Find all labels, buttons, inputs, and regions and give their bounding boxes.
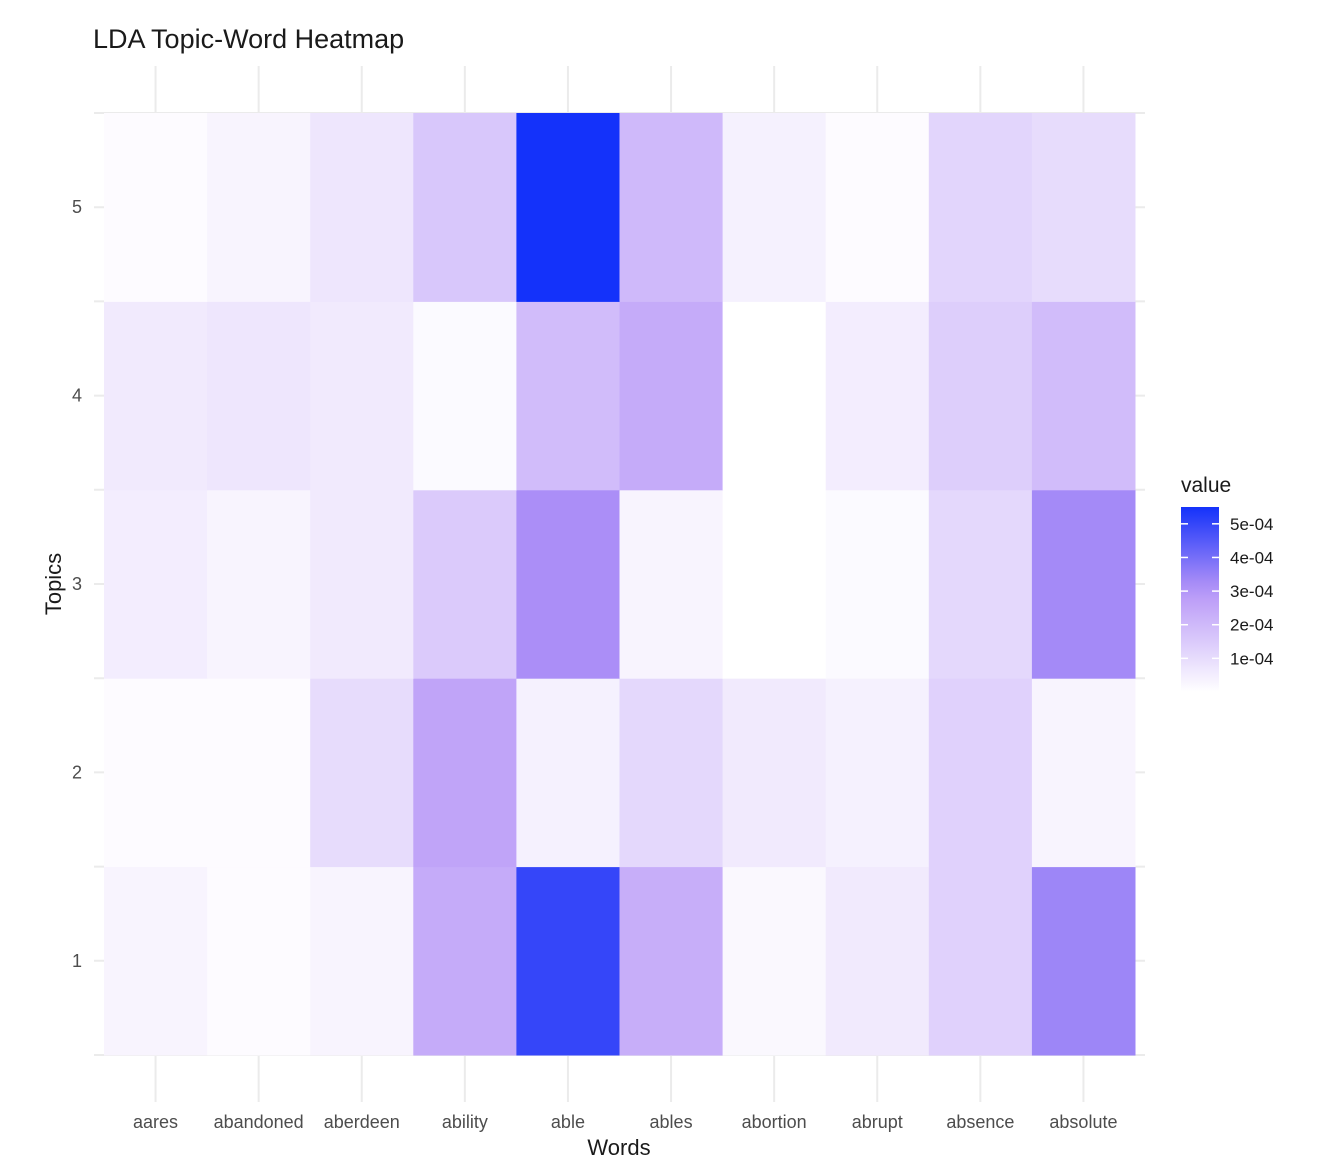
heatmap-cell-absolute-topic-3 — [1031, 489, 1136, 679]
heatmap-cell-abortion-topic-1 — [722, 866, 827, 1056]
y-tick-label: 4 — [72, 386, 82, 406]
heatmap-cell-abandoned-topic-4 — [207, 301, 311, 491]
x-tick-label: able — [551, 1112, 585, 1132]
legend-colorbar — [1181, 507, 1219, 692]
heatmap-cell-able-topic-2 — [516, 678, 620, 868]
heatmap-cell-abortion-topic-2 — [722, 678, 827, 868]
heatmap-cell-aberdeen-topic-4 — [310, 301, 414, 491]
heatmap-cell-able-topic-5 — [516, 113, 620, 302]
y-tick-label: 5 — [72, 197, 82, 217]
heatmap-cell-abandoned-topic-5 — [207, 113, 311, 302]
x-tick-label: abrupt — [852, 1112, 903, 1132]
heatmap-cell-aares-topic-1 — [104, 866, 208, 1056]
heatmap-cell-ability-topic-1 — [413, 866, 517, 1056]
heatmap-cell-abortion-topic-4 — [722, 301, 827, 491]
heatmap-cell-ability-topic-3 — [413, 489, 517, 679]
y-tick-label: 2 — [72, 762, 82, 782]
heatmap-cell-abrupt-topic-4 — [825, 301, 930, 491]
heatmap-cell-aares-topic-3 — [104, 489, 208, 679]
heatmap-cell-abandoned-topic-3 — [207, 489, 311, 679]
heatmap-cell-ables-topic-2 — [619, 678, 724, 868]
heatmap-cell-ability-topic-5 — [413, 113, 517, 302]
heatmap-cell-ability-topic-2 — [413, 678, 517, 868]
x-tick-label: ables — [650, 1112, 693, 1132]
heatmap-cell-abortion-topic-3 — [722, 489, 827, 679]
heatmap-cell-abandoned-topic-1 — [207, 866, 311, 1056]
heatmap-cell-absence-topic-5 — [928, 113, 1033, 302]
heatmap-cell-able-topic-4 — [516, 301, 620, 491]
heatmap-cells — [104, 113, 1136, 1056]
x-tick-label: abandoned — [214, 1112, 304, 1132]
x-tick-label: aares — [133, 1112, 178, 1132]
y-tick-label: 1 — [72, 951, 82, 971]
legend-label: 5e-04 — [1230, 515, 1273, 534]
x-tick-label: absolute — [1049, 1112, 1117, 1132]
heatmap-cell-aberdeen-topic-3 — [310, 489, 414, 679]
heatmap-cell-abrupt-topic-3 — [825, 489, 930, 679]
x-axis-title: Words — [587, 1135, 650, 1160]
heatmap-cell-aberdeen-topic-2 — [310, 678, 414, 868]
y-tick-label: 3 — [72, 574, 82, 594]
heatmap-cell-able-topic-1 — [516, 866, 620, 1056]
color-legend: value 5e-04 4e-04 3e-04 2e-04 1e-04 — [1181, 474, 1273, 692]
legend-title: value — [1181, 474, 1231, 497]
heatmap-cell-abrupt-topic-1 — [825, 866, 930, 1056]
heatmap-cell-absolute-topic-4 — [1031, 301, 1136, 491]
heatmap-cell-absence-topic-4 — [928, 301, 1033, 491]
legend-label: 4e-04 — [1230, 548, 1273, 567]
x-tick-label: aberdeen — [324, 1112, 400, 1132]
heatmap-cell-abrupt-topic-5 — [825, 113, 930, 302]
heatmap-cell-ables-topic-3 — [619, 489, 724, 679]
heatmap-cell-ables-topic-4 — [619, 301, 724, 491]
y-axis-title: Topics — [41, 553, 66, 615]
heatmap-cell-aberdeen-topic-1 — [310, 866, 414, 1056]
heatmap-cell-abandoned-topic-2 — [207, 678, 311, 868]
y-axis-ticks: 1 2 3 4 5 — [72, 197, 82, 971]
chart-title: LDA Topic-Word Heatmap — [93, 24, 404, 54]
legend-label: 1e-04 — [1230, 649, 1273, 668]
heatmap-cell-absolute-topic-1 — [1031, 866, 1136, 1056]
heatmap-cell-absolute-topic-5 — [1031, 113, 1136, 302]
heatmap-cell-aares-topic-5 — [104, 113, 208, 302]
heatmap-cell-aberdeen-topic-5 — [310, 113, 414, 302]
heatmap-cell-ability-topic-4 — [413, 301, 517, 491]
x-tick-label: absence — [946, 1112, 1014, 1132]
heatmap-cell-abortion-topic-5 — [722, 113, 827, 302]
x-tick-label: ability — [442, 1112, 488, 1132]
heatmap-cell-absolute-topic-2 — [1031, 678, 1136, 868]
heatmap-cell-ables-topic-1 — [619, 866, 724, 1056]
heatmap-cell-absence-topic-3 — [928, 489, 1033, 679]
heatmap-cell-ables-topic-5 — [619, 113, 724, 302]
heatmap-cell-abrupt-topic-2 — [825, 678, 930, 868]
heatmap-cell-absence-topic-1 — [928, 866, 1033, 1056]
legend-label: 3e-04 — [1230, 582, 1273, 601]
heatmap-cell-aares-topic-4 — [104, 301, 208, 491]
x-tick-label: abortion — [742, 1112, 807, 1132]
heatmap-cell-absence-topic-2 — [928, 678, 1033, 868]
heatmap-cell-able-topic-3 — [516, 489, 620, 679]
x-axis-ticks: aares abandoned aberdeen ability able ables ab… — [133, 1112, 1117, 1132]
legend-label: 2e-04 — [1230, 616, 1273, 635]
heatmap-cell-aares-topic-2 — [104, 678, 208, 868]
